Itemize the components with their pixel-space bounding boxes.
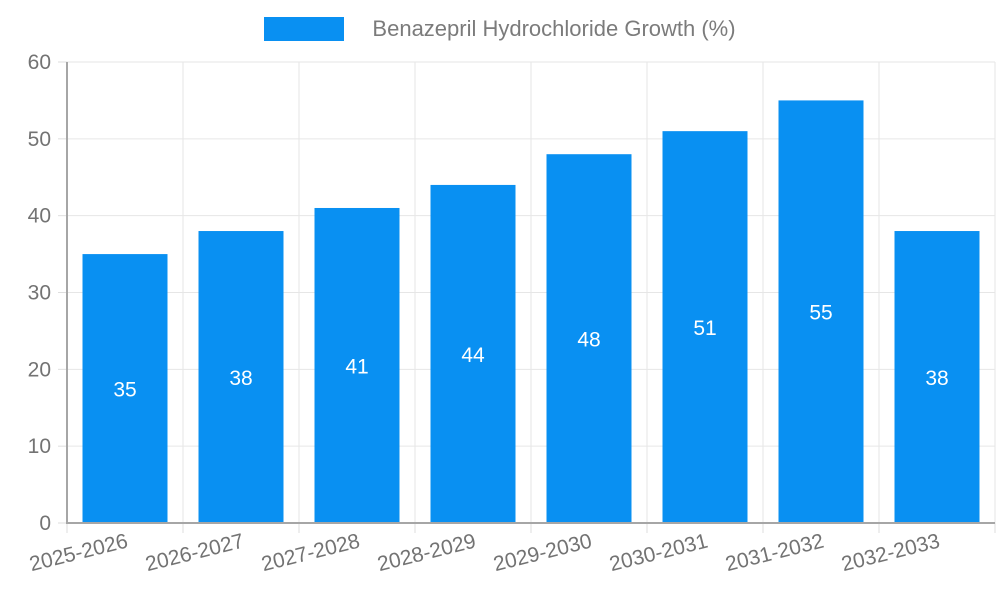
bar-value-label: 48 <box>577 329 600 352</box>
y-tick-label: 60 <box>28 51 51 74</box>
y-tick-label: 30 <box>28 282 51 305</box>
bar-value-label: 41 <box>345 355 368 378</box>
legend-label: Benazepril Hydrochloride Growth (%) <box>372 16 736 41</box>
x-tick-label: 2026-2027 <box>143 530 246 577</box>
bar[interactable] <box>778 100 864 523</box>
y-tick-label: 50 <box>28 128 51 151</box>
x-tick-label: 2025-2026 <box>27 530 130 577</box>
bar-value-label: 55 <box>809 302 832 325</box>
x-tick-label: 2031-2032 <box>723 530 826 577</box>
y-tick-label: 40 <box>28 205 51 228</box>
bar-value-label: 38 <box>925 367 948 390</box>
bar-value-label: 35 <box>113 379 136 402</box>
bar[interactable] <box>662 131 748 522</box>
y-tick-label: 0 <box>39 512 51 535</box>
bar-value-label: 38 <box>229 367 252 390</box>
x-tick-label: 2029-2030 <box>491 530 594 577</box>
bar[interactable] <box>198 231 284 523</box>
bar[interactable] <box>314 207 400 522</box>
bar-value-label: 44 <box>461 344 485 367</box>
x-tick-label: 2030-2031 <box>607 530 710 577</box>
bar[interactable] <box>82 254 168 523</box>
x-tick-label: 2032-2033 <box>839 530 942 577</box>
bar[interactable] <box>894 231 980 523</box>
chart-legend[interactable]: Benazepril Hydrochloride Growth (%) <box>0 16 1000 42</box>
x-tick-label: 2027-2028 <box>259 530 362 577</box>
bar-value-label: 51 <box>693 317 716 340</box>
x-tick-label: 2028-2029 <box>375 530 478 577</box>
legend-swatch-icon <box>264 17 345 41</box>
y-tick-label: 20 <box>28 358 51 381</box>
y-tick-label: 10 <box>28 435 51 458</box>
bar[interactable] <box>430 184 516 522</box>
bar[interactable] <box>546 154 632 522</box>
